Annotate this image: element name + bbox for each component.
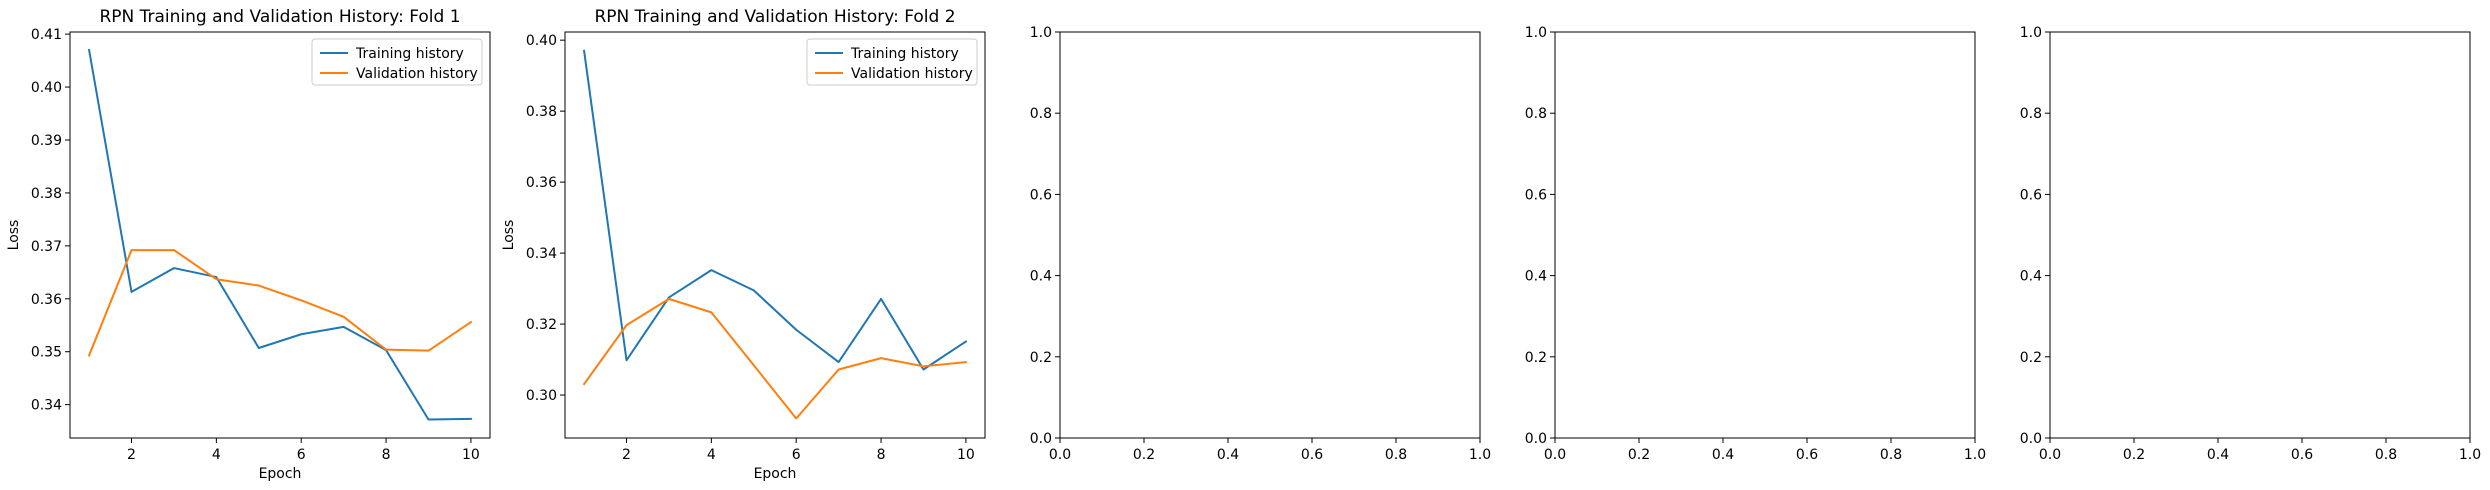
x-axis-label: Epoch <box>754 466 797 482</box>
x-tick-label: 10 <box>957 447 975 463</box>
y-tick-label: 0.38 <box>526 104 557 120</box>
y-tick-label: 0.4 <box>1525 269 1547 285</box>
y-tick-label: 1.0 <box>1030 25 1052 41</box>
x-axis-label: Epoch <box>259 466 302 482</box>
y-tick-label: 0.32 <box>526 317 557 333</box>
x-tick-label: 0.4 <box>1712 447 1734 463</box>
y-tick-label: 0.0 <box>1030 431 1052 447</box>
series-line-validation <box>582 297 968 420</box>
y-tick-label: 0.38 <box>31 186 62 202</box>
series-line-training <box>87 48 472 421</box>
x-tick-label: 0.8 <box>2375 447 2397 463</box>
y-tick-label: 0.36 <box>526 175 557 191</box>
legend-box <box>311 38 483 86</box>
legend-entry: Validation history <box>851 66 973 82</box>
x-tick-label: 0.2 <box>1133 447 1155 463</box>
x-tick-label: 4 <box>212 447 221 463</box>
x-tick-label: 0.0 <box>2039 447 2061 463</box>
y-tick-label: 0.2 <box>1030 350 1052 366</box>
y-tick-label: 1.0 <box>2020 25 2042 41</box>
x-tick-label: 0.8 <box>1880 447 1902 463</box>
y-tick-label: 0.35 <box>31 345 62 361</box>
x-tick-label: 0.2 <box>1628 447 1650 463</box>
axes-frame <box>2049 31 2471 439</box>
axes-frame <box>1059 31 1481 439</box>
y-tick-label: 1.0 <box>1525 25 1547 41</box>
y-tick-label: 0.0 <box>2020 431 2042 447</box>
y-tick-label: 0.8 <box>1525 106 1547 122</box>
chart-title: RPN Training and Validation History: Fol… <box>594 7 955 27</box>
y-tick-label: 0.2 <box>1525 350 1547 366</box>
y-tick-label: 0.41 <box>31 27 62 43</box>
legend: Training history Validation history <box>311 38 483 86</box>
y-tick-label: 0.34 <box>31 398 62 414</box>
subplot-1: 2 4 6 8 10 0.34 0.35 0.36 0.37 0.38 0.39 0.40 0.41 RP… <box>6 7 491 482</box>
y-axis-label: Loss <box>501 220 517 251</box>
x-tick-label: 4 <box>707 447 716 463</box>
y-tick-label: 0.39 <box>31 133 62 149</box>
series-line-validation <box>87 249 473 357</box>
legend-entry: Training history <box>850 46 959 62</box>
y-tick-label: 0.4 <box>2020 269 2042 285</box>
subplot-3: 0.0 0.2 0.4 0.6 0.8 1.0 0.0 0.2 0.4 0.6 0.8 1.0 <box>1030 25 1491 463</box>
subplot-5: 0.0 0.2 0.4 0.6 0.8 1.0 0.0 0.2 0.4 0.6 0.8 1.0 <box>2020 25 2481 463</box>
x-tick-label: 0.0 <box>1544 447 1566 463</box>
x-tick-label: 2 <box>127 447 136 463</box>
x-tick-label: 0.4 <box>2207 447 2229 463</box>
legend-box <box>806 38 978 86</box>
x-tick-label: 0.6 <box>1301 447 1323 463</box>
subplot-2: 2 4 6 8 10 0.30 0.32 0.34 0.36 0.38 0.40 RPN Traini… <box>501 7 986 482</box>
y-tick-label: 0.37 <box>31 239 62 255</box>
x-tick-label: 1.0 <box>1469 447 1491 463</box>
y-tick-label: 0.36 <box>31 292 62 308</box>
y-tick-label: 0.0 <box>1525 431 1547 447</box>
legend-entry: Validation history <box>356 66 478 82</box>
y-tick-label: 0.4 <box>1030 269 1052 285</box>
x-tick-label: 0.4 <box>1217 447 1239 463</box>
x-tick-label: 8 <box>382 447 391 463</box>
legend-entry: Training history <box>355 46 464 62</box>
y-tick-label: 0.40 <box>31 80 62 96</box>
chart-title: RPN Training and Validation History: Fol… <box>99 7 460 27</box>
x-tick-label: 0.2 <box>2123 447 2145 463</box>
series-line-training <box>582 49 968 371</box>
y-tick-label: 0.2 <box>2020 350 2042 366</box>
y-tick-label: 0.40 <box>526 33 557 49</box>
y-tick-label: 0.8 <box>2020 106 2042 122</box>
y-tick-label: 0.34 <box>526 246 557 262</box>
y-tick-label: 0.8 <box>1030 106 1052 122</box>
axes-frame <box>69 31 491 439</box>
y-tick-label: 0.6 <box>1030 187 1052 203</box>
x-tick-label: 1.0 <box>1964 447 1986 463</box>
x-tick-label: 0.8 <box>1385 447 1407 463</box>
x-tick-label: 0.6 <box>2291 447 2313 463</box>
subplot-4: 0.0 0.2 0.4 0.6 0.8 1.0 0.0 0.2 0.4 0.6 0.8 1.0 <box>1525 25 1986 463</box>
x-tick-label: 6 <box>792 447 801 463</box>
legend: Training history Validation history <box>806 38 978 86</box>
x-tick-label: 2 <box>622 447 631 463</box>
y-tick-label: 0.6 <box>1525 187 1547 203</box>
y-tick-label: 0.30 <box>526 388 557 404</box>
y-tick-label: 0.6 <box>2020 187 2042 203</box>
y-axis-label: Loss <box>6 220 22 251</box>
x-tick-label: 6 <box>297 447 306 463</box>
x-tick-label: 10 <box>462 447 480 463</box>
axes-frame <box>1554 31 1976 439</box>
axes-frame <box>564 31 986 439</box>
x-tick-label: 0.0 <box>1049 447 1071 463</box>
x-tick-label: 1.0 <box>2459 447 2481 463</box>
x-tick-label: 8 <box>877 447 886 463</box>
x-tick-label: 0.6 <box>1796 447 1818 463</box>
